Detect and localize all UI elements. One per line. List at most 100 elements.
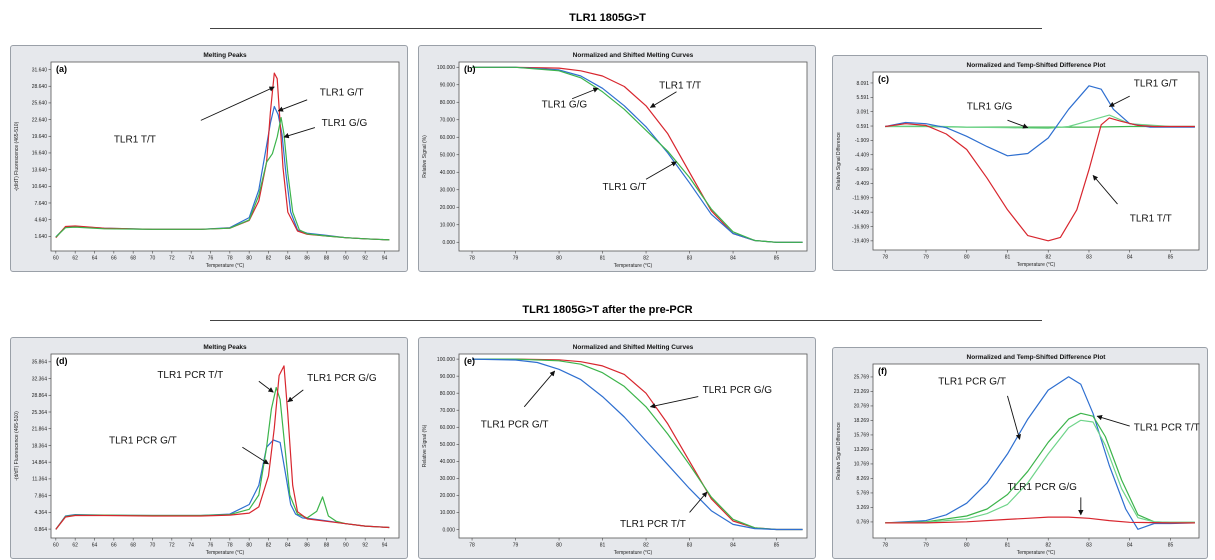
y-axis-label: Relative Signal (%) [422,135,428,178]
annotation-arrow [1092,174,1118,205]
y-tick-label: 100.000 [437,65,455,71]
x-tick-label: 86 [304,543,310,549]
annotation-arrow [1007,395,1021,440]
y-tick-label: 35.864 [32,360,48,366]
y-tick-label: 80.000 [440,100,456,106]
x-tick-label: 83 [1086,543,1092,549]
y-tick-label: -4.409 [855,153,869,159]
y-tick-label: 11.364 [32,477,47,483]
y-tick-label: -9.409 [855,181,869,187]
x-axis-label: Temperature (°C) [206,263,245,269]
panel-letter: (b) [464,64,476,74]
plot-area [872,71,1200,251]
series-line-blue [885,376,1195,530]
x-tick-label: 84 [730,543,736,549]
chart-svg-c: Normalized and Temp-Shifted Difference P… [836,62,1200,268]
x-tick-label: 72 [169,543,175,549]
x-tick-label: 78 [469,543,475,549]
annotation-arrow [571,87,599,100]
x-tick-label: 86 [304,256,310,262]
y-tick-label: 7.640 [34,201,47,207]
y-tick-label: 40.000 [440,170,456,176]
series-line-lightgreen [885,419,1195,524]
x-tick-label: 80 [556,543,562,549]
x-tick-label: 82 [266,256,272,262]
y-tick-label: 31.640 [32,67,48,73]
annotation-arrow [242,446,269,465]
y-tick-label: 10.000 [440,510,456,516]
chart-title: Melting Peaks [203,52,247,59]
x-tick-label: 82 [1045,255,1051,261]
panel-letter: (a) [56,64,67,74]
y-tick-label: 70.000 [440,408,456,414]
x-tick-label: 74 [188,256,194,262]
x-tick-label: 66 [111,256,117,262]
y-tick-label: 80.000 [440,391,456,397]
y-tick-label: 15.769 [854,433,870,439]
x-tick-label: 80 [964,255,970,261]
x-tick-label: 90 [343,256,349,262]
x-tick-label: 84 [1127,255,1133,261]
top-section-rule [210,28,1042,29]
y-tick-label: 16.640 [32,151,48,157]
series-line-green [885,412,1195,524]
y-tick-label: 90.000 [440,83,456,89]
x-tick-label: 70 [150,543,156,549]
annotation-arrow [689,491,708,513]
x-tick-label: 72 [169,256,175,262]
series-line-red [55,365,390,530]
x-tick-label: 80 [246,256,252,262]
x-tick-label: 80 [964,543,970,549]
x-axis-label: Temperature (°C) [1017,262,1056,268]
x-tick-label: 79 [513,256,519,262]
annotation-arrow [1096,415,1130,427]
plot-area [50,61,400,252]
x-tick-label: 78 [227,543,233,549]
top-section-heading: TLR1 1805G>T [569,12,646,24]
x-tick-label: 85 [774,256,780,262]
y-tick-label: 40.000 [440,459,456,465]
annotation-label: TLR1 PCR G/G [703,385,773,396]
annotation-arrow [1108,95,1130,107]
chart-svg-f: Normalized and Temp-Shifted Difference P… [836,354,1200,556]
y-tick-label: 20.000 [440,493,456,499]
y-tick-label: 0.000 [442,527,455,533]
y-tick-label: 90.000 [440,374,456,380]
x-tick-label: 82 [1045,543,1051,549]
x-tick-label: 83 [1086,255,1092,261]
panel-letter: (c) [878,74,889,84]
x-axis-label: Temperature (°C) [614,550,653,556]
annotation-label: TLR1 PCR G/T [109,435,177,446]
x-tick-label: 83 [687,256,693,262]
x-tick-label: 81 [600,256,606,262]
chart-panel-b: Normalized and Shifted Melting Curves 78 7… [418,45,816,272]
annotation-arrow [277,99,308,112]
annotation-arrow [649,396,699,409]
y-tick-label: 4.364 [34,510,47,516]
y-tick-label: 50.000 [440,442,456,448]
y-tick-label: 7.864 [34,493,47,499]
y-tick-label: 4.640 [34,217,47,223]
y-tick-label: 10.640 [32,184,48,190]
annotation-label: TLR1 PCR G/T [481,419,549,430]
series-line-green [472,66,803,243]
y-tick-label: 10.000 [440,223,456,229]
y-tick-label: 70.000 [440,118,456,124]
annotation-arrow [200,86,275,121]
y-tick-label: 8.269 [856,476,869,482]
annotation-label: TLR1 PCR T/T [620,519,686,530]
x-tick-label: 94 [382,543,388,549]
annotation-arrow [645,161,677,180]
y-tick-label: 0.769 [856,520,869,526]
y-tick-label: 13.640 [32,167,48,173]
y-tick-label: 30.000 [440,188,456,194]
chart-title: Normalized and Shifted Melting Curves [573,344,694,351]
series-line-green [472,358,803,531]
x-tick-label: 92 [362,543,368,549]
x-tick-label: 83 [687,543,693,549]
x-tick-label: 70 [150,256,156,262]
x-tick-label: 64 [92,543,98,549]
plot-area [458,61,808,252]
x-tick-label: 85 [1168,255,1174,261]
y-tick-label: -1.909 [855,138,869,144]
